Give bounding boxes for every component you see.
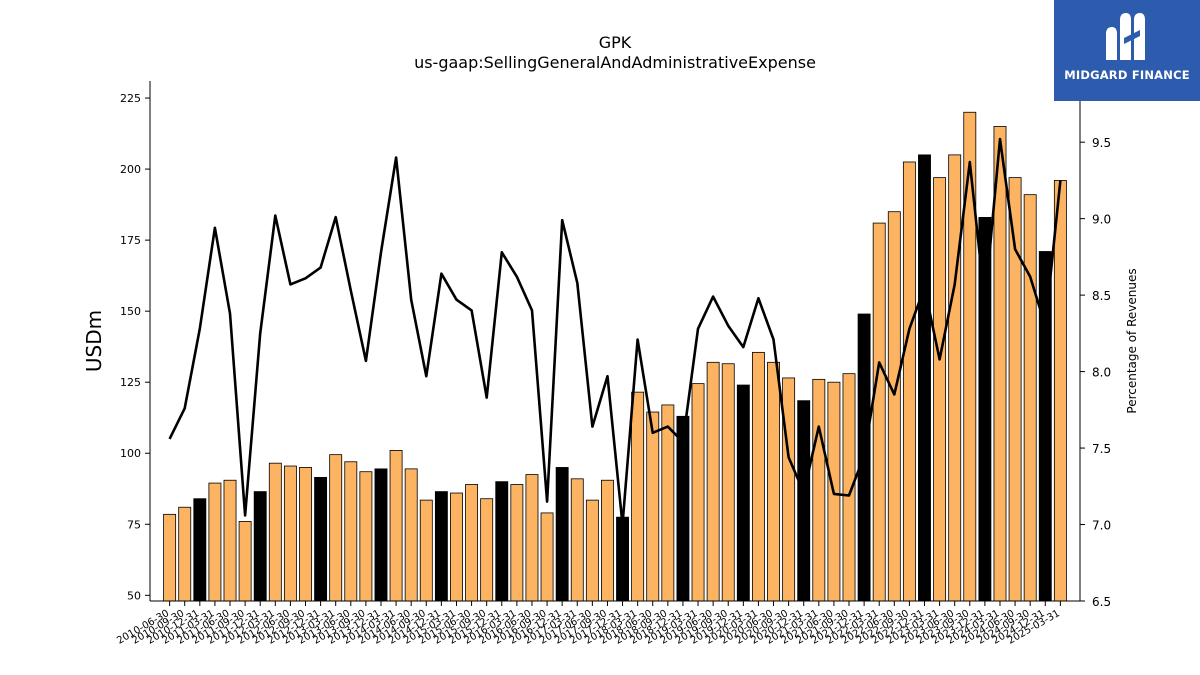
y-tick-label: 50	[127, 589, 141, 602]
bar-2013-09-30	[359, 471, 373, 602]
y-tick-label: 200	[120, 163, 141, 176]
bar-2011-06-30	[223, 479, 237, 602]
bar-2018-06-30	[646, 411, 660, 602]
bar-2018-09-30	[661, 404, 675, 602]
bar-2013-06-30	[344, 461, 358, 602]
bar-2010-12-31	[193, 498, 207, 602]
line-series	[168, 137, 1062, 526]
y2-tick-label: 8.0	[1092, 366, 1111, 380]
bar-2013-03-31	[329, 454, 343, 602]
bar-2012-09-30	[299, 467, 312, 602]
axes	[149, 81, 1081, 602]
bar-2014-03-31	[389, 449, 403, 602]
y2-tick-label: 9.0	[1092, 213, 1111, 227]
bar-2017-06-30	[585, 499, 599, 602]
bar-2010-06-30	[163, 513, 177, 602]
bar-2017-03-31	[570, 478, 584, 602]
bar-2023-06-30	[948, 154, 962, 602]
bar-2015-12-31	[495, 481, 509, 602]
bar-2024-12-31	[1038, 251, 1052, 602]
x-axis-ticks: 2010-06-302010-09-302010-12-312011-03-31…	[115, 601, 1062, 647]
bar-2020-09-30	[782, 377, 796, 602]
bar-2020-12-31	[797, 400, 811, 602]
y-tick-label: 100	[120, 447, 141, 460]
bar-2012-06-30	[283, 465, 297, 602]
bar-2024-09-30	[1023, 194, 1037, 602]
bar-2015-03-31	[450, 492, 463, 602]
y-axis-label: USDm	[82, 310, 106, 372]
y2-tick-label: 7.0	[1092, 519, 1111, 533]
bar-2019-09-30	[721, 363, 735, 602]
bar-2014-09-30	[419, 499, 433, 602]
bar-2019-06-30	[706, 361, 720, 602]
y-axis-ticks: 50 75 100 125 150 175 200 225	[120, 92, 150, 602]
y-tick-label: 175	[120, 234, 141, 247]
bar-2012-12-31	[314, 476, 328, 602]
bar-2022-03-31	[872, 222, 886, 602]
y-tick-label: 150	[120, 305, 141, 318]
bar-2023-09-30	[963, 111, 977, 602]
y2-tick-label: 9.5	[1092, 136, 1111, 150]
brand-logo: MIDGARD FINANCE	[1054, 0, 1200, 101]
brand-name: MIDGARD FINANCE	[1064, 68, 1190, 82]
bar-2011-09-30	[238, 521, 252, 602]
chart-subtitle: us-gaap:SellingGeneralAndAdministrativeE…	[414, 53, 816, 72]
midgard-logo-icon	[1106, 13, 1145, 60]
y2-axis-ticks: 6.5 7.0 7.5 8.0 8.5 9.0 9.5	[1080, 136, 1111, 609]
bar-2010-09-30	[178, 506, 192, 602]
bar-2015-09-30	[480, 498, 494, 602]
bar-2025-03-31	[1053, 180, 1067, 602]
y-tick-label: 225	[120, 92, 141, 105]
bar-2018-12-31	[676, 415, 690, 602]
bar-2016-09-30	[540, 512, 554, 602]
percentage-line	[168, 137, 1062, 526]
bar-2014-12-31	[434, 491, 448, 602]
bar-2011-03-31	[208, 482, 222, 602]
bar-2016-03-31	[510, 484, 524, 602]
bar-2022-09-30	[902, 161, 916, 602]
y2-tick-label: 6.5	[1092, 595, 1111, 609]
bar-2015-06-30	[465, 484, 479, 602]
chart-title: GPK	[599, 33, 632, 52]
bar-2016-06-30	[525, 474, 539, 602]
bar-2011-12-31	[253, 491, 267, 602]
bar-2019-03-31	[691, 383, 705, 602]
bar-series	[163, 111, 1067, 602]
y2-axis-label: Percentage of Revenues	[1125, 268, 1139, 413]
y-tick-label: 75	[127, 518, 141, 531]
bar-2014-06-30	[404, 468, 418, 602]
bar-2022-12-31	[918, 154, 931, 602]
bar-2017-12-31	[616, 516, 629, 602]
bar-2018-03-31	[631, 391, 645, 602]
bar-2013-12-31	[374, 468, 388, 602]
y-tick-label: 125	[120, 376, 141, 389]
bar-2019-12-31	[736, 384, 750, 602]
bar-2012-03-31	[268, 462, 282, 602]
bar-2016-12-31	[555, 467, 569, 602]
bar-2017-09-30	[601, 479, 614, 602]
bar-2020-06-30	[767, 361, 780, 602]
y2-tick-label: 8.5	[1092, 289, 1111, 303]
bar-2022-06-30	[887, 211, 901, 602]
bar-2023-03-31	[933, 177, 947, 602]
bar-2021-03-31	[812, 378, 826, 602]
bar-2020-03-31	[751, 351, 765, 602]
y2-tick-label: 7.5	[1092, 442, 1111, 456]
